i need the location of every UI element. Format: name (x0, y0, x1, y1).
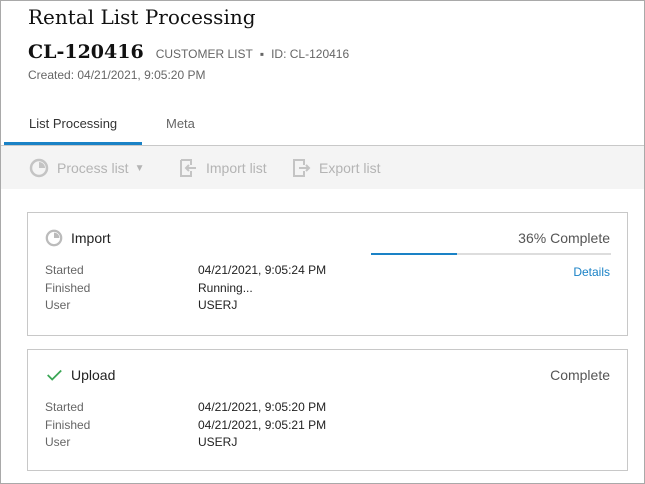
created-timestamp: Created: 04/21/2021, 9:05:20 PM (28, 68, 206, 82)
import-icon (180, 159, 196, 177)
card-title: Upload (71, 367, 116, 383)
tab-bar: List Processing Meta (1, 108, 644, 146)
detail-row: Finished 04/21/2021, 9:05:21 PM (45, 418, 326, 436)
upload-card: Upload Complete Started 04/21/2021, 9:05:… (27, 349, 628, 471)
detail-value: 04/21/2021, 9:05:21 PM (198, 417, 327, 432)
detail-key: User (45, 435, 71, 449)
detail-value: Running... (198, 280, 253, 295)
page-title: Rental List Processing (28, 5, 256, 29)
export-list-label: Export list (319, 160, 381, 176)
check-icon (47, 369, 62, 381)
active-tab-indicator (4, 142, 142, 145)
record-type: CUSTOMER LIST (155, 47, 253, 61)
detail-row: Started 04/21/2021, 9:05:20 PM (45, 400, 326, 418)
processing-icon (45, 229, 63, 247)
process-list-button[interactable]: Process list ▼ (29, 158, 144, 178)
detail-value: USERJ (198, 298, 238, 312)
toolbar: Process list ▼ Import list Export list (1, 146, 644, 189)
detail-value: 04/21/2021, 9:05:20 PM (198, 400, 327, 414)
details-link[interactable]: Details (573, 265, 610, 279)
process-list-label: Process list (57, 160, 129, 176)
card-details: Started 04/21/2021, 9:05:24 PM Finished Run… (45, 263, 326, 316)
import-list-label: Import list (206, 160, 267, 176)
separator-dot: ▪ (259, 47, 265, 61)
record-id-row: CL-120416 CUSTOMER LIST ▪ ID: CL-120416 (28, 41, 349, 63)
card-header: Upload (45, 366, 115, 384)
chevron-down-icon: ▼ (134, 162, 145, 174)
export-list-button[interactable]: Export list (291, 158, 380, 178)
detail-row: User USERJ (45, 435, 326, 453)
processing-icon (29, 158, 49, 178)
detail-key: Finished (45, 417, 91, 432)
card-header: Import (45, 229, 111, 247)
detail-key: User (45, 298, 71, 312)
export-icon (293, 159, 311, 177)
record-id: ID: CL-120416 (271, 47, 350, 61)
progress-bar (371, 253, 611, 255)
record-code: CL-120416 (28, 41, 144, 63)
status-label: Complete (550, 367, 610, 383)
progress-fill (371, 253, 458, 255)
detail-key: Started (45, 400, 84, 414)
detail-key: Started (45, 263, 84, 277)
card-details: Started 04/21/2021, 9:05:20 PM Finished 04/… (45, 400, 326, 453)
detail-row: User USERJ (45, 298, 326, 316)
detail-row: Finished Running... (45, 281, 326, 299)
detail-value: 04/21/2021, 9:05:24 PM (198, 263, 327, 277)
import-card: Import 36% Complete Details Started 04/21… (27, 212, 628, 336)
card-title: Import (71, 230, 111, 246)
tab-list-processing[interactable]: List Processing (29, 116, 118, 131)
detail-key: Finished (45, 280, 91, 295)
import-list-button[interactable]: Import list (178, 158, 267, 178)
detail-value: USERJ (198, 435, 238, 449)
tab-meta[interactable]: Meta (166, 116, 195, 131)
detail-row: Started 04/21/2021, 9:05:24 PM (45, 263, 326, 281)
progress-status: 36% Complete (518, 230, 610, 246)
